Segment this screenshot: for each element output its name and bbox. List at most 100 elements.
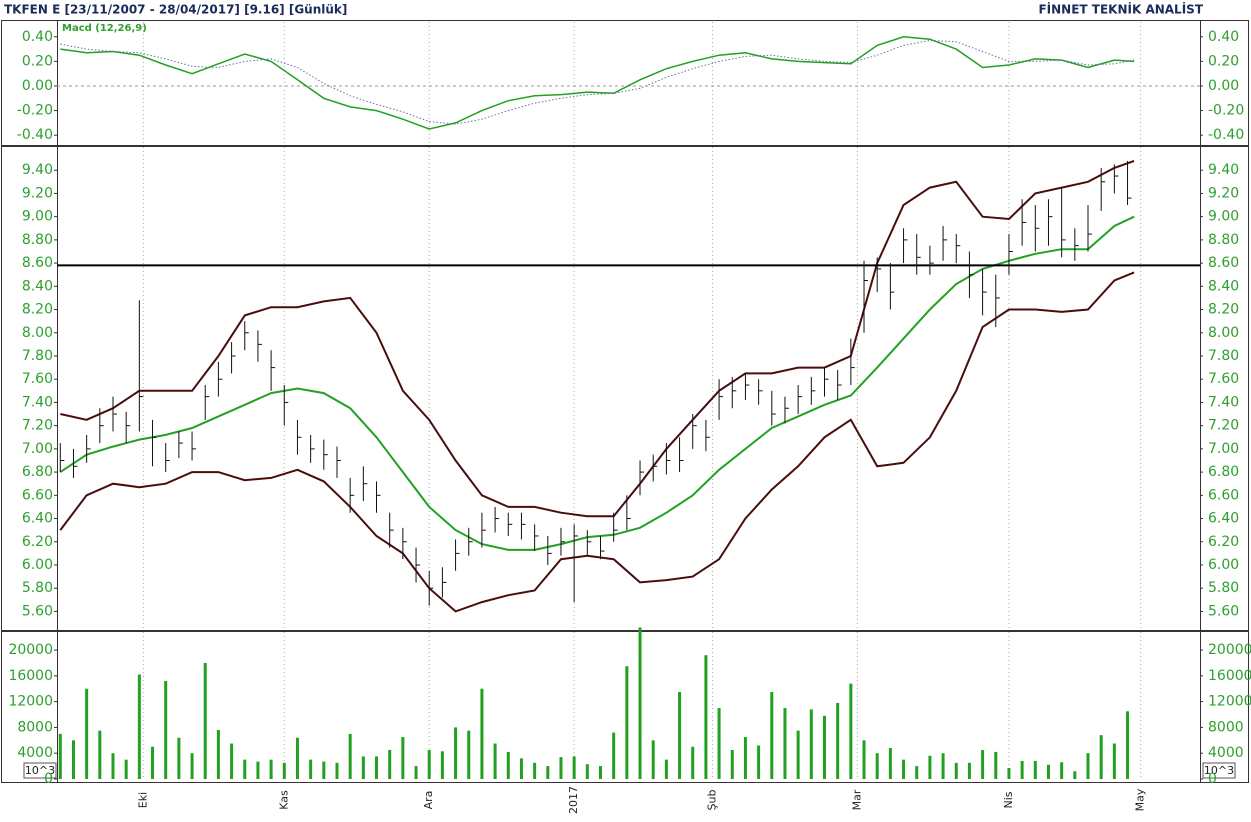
y-tick-label: 6.00 xyxy=(1208,557,1239,573)
volume-bar xyxy=(98,730,102,779)
y-tick-label: 7.40 xyxy=(1208,394,1239,410)
volume-bar xyxy=(111,753,115,779)
volume-bar xyxy=(862,740,866,779)
macd-line xyxy=(60,39,1135,125)
volume-bar xyxy=(849,683,853,779)
volume-bar xyxy=(954,762,958,779)
y-tick-label: 6.40 xyxy=(1208,511,1239,527)
y-tick-label: 6.40 xyxy=(22,511,53,527)
volume-bar xyxy=(572,756,576,779)
volume-bar xyxy=(546,766,550,779)
volume-bar xyxy=(348,733,352,779)
y-tick-label: 6.60 xyxy=(22,487,53,503)
volume-bar xyxy=(994,751,998,779)
y-tick-label: 9.40 xyxy=(22,162,53,178)
volume-bar xyxy=(230,743,234,779)
volume-bar xyxy=(599,766,603,779)
volume-bar xyxy=(151,746,155,779)
y-tick-label: 4000 xyxy=(1208,745,1244,761)
y-tick-label: 6.80 xyxy=(1208,464,1239,480)
y-tick-label: 12000 xyxy=(1208,694,1251,710)
volume-bar xyxy=(638,627,642,779)
unit-label: 10^3 xyxy=(25,764,55,777)
volume-bar xyxy=(124,759,128,779)
unit-box xyxy=(23,762,57,779)
frames xyxy=(1,20,1249,783)
y-tick-label: 0 xyxy=(1208,771,1217,787)
volume-bar xyxy=(282,762,286,779)
y-tick-label: 6.20 xyxy=(1208,534,1239,550)
y-tick-label: 8.60 xyxy=(1208,255,1239,271)
volume-bar xyxy=(783,708,787,779)
y-tick-label: 9.20 xyxy=(22,185,53,201)
volume-bar xyxy=(559,757,563,779)
volume-frame xyxy=(1,631,1249,783)
y-tick-label: 0.40 xyxy=(22,29,53,45)
y-tick-label: 0.20 xyxy=(22,53,53,69)
volume-bar xyxy=(664,759,668,779)
y-tick-label: 8.00 xyxy=(22,325,53,341)
volume-bar xyxy=(388,749,392,779)
x-tick-label: Nis xyxy=(1002,791,1015,808)
x-tick-label: May xyxy=(1134,788,1147,811)
volume-bar xyxy=(822,715,826,779)
y-tick-label: 8.20 xyxy=(1208,302,1239,318)
volume-bar xyxy=(467,730,471,779)
volume-bar xyxy=(651,740,655,779)
volume-bar xyxy=(137,674,141,779)
y-tick-label: 20000 xyxy=(1208,642,1251,658)
volume-bar xyxy=(1060,762,1064,779)
y-tick-label: 0.00 xyxy=(1208,78,1239,94)
band-line xyxy=(59,215,1135,551)
y-tick-label: 9.40 xyxy=(1208,162,1239,178)
volume-bar xyxy=(493,743,497,779)
volume-bar xyxy=(1112,743,1116,779)
volume-bar xyxy=(1046,764,1050,779)
y-tick-label: 4000 xyxy=(17,745,53,761)
price-frame xyxy=(1,146,1249,631)
volume-bar xyxy=(585,764,589,779)
header-right: FİNNET TEKNİK ANALİST xyxy=(1038,2,1203,17)
y-tick-label: 5.80 xyxy=(22,580,53,596)
x-tick-label: Kas xyxy=(277,790,290,810)
volume-bar xyxy=(691,746,695,779)
volume-bar xyxy=(836,702,840,779)
volume-bar xyxy=(757,745,761,779)
volume-bar xyxy=(1073,771,1077,779)
volume-bar xyxy=(164,681,168,779)
volume-bar xyxy=(1126,711,1130,779)
volume-bar xyxy=(1020,760,1024,779)
y-tick-label: 8.00 xyxy=(1208,325,1239,341)
volume-bar xyxy=(243,759,247,779)
y-tick-label: 0.20 xyxy=(1208,53,1239,69)
y-tick-label: -0.20 xyxy=(1208,103,1244,119)
volume-bar xyxy=(941,753,945,779)
y-tick-label: 8000 xyxy=(1208,719,1244,735)
volume-bar xyxy=(770,691,774,779)
volume-bar xyxy=(440,751,444,779)
volume-bar xyxy=(875,753,879,779)
volume-bar xyxy=(71,740,75,779)
y-tick-label: 0 xyxy=(44,771,53,787)
y-tick-label: 8.40 xyxy=(22,278,53,294)
volume-bar xyxy=(190,753,194,779)
volume-bar xyxy=(216,730,220,779)
x-tick-label: Mar xyxy=(850,789,863,810)
y-tick-label: 16000 xyxy=(8,668,53,684)
volume-bar xyxy=(58,733,62,779)
volume-bar xyxy=(427,749,431,779)
y-tick-label: 9.00 xyxy=(22,209,53,225)
volume-bar xyxy=(177,737,181,779)
volume-bar xyxy=(704,655,708,779)
volume-bar xyxy=(322,761,326,779)
band-line xyxy=(60,159,1135,518)
volume-bar xyxy=(717,708,721,779)
volume-bar xyxy=(1086,753,1090,779)
volume-bar xyxy=(796,730,800,779)
volume-bar xyxy=(85,688,89,779)
x-tick-label: Eki xyxy=(136,792,149,808)
volume-bar xyxy=(915,766,919,779)
y-tick-label: 7.20 xyxy=(22,418,53,434)
y-tick-label: -0.20 xyxy=(17,103,53,119)
